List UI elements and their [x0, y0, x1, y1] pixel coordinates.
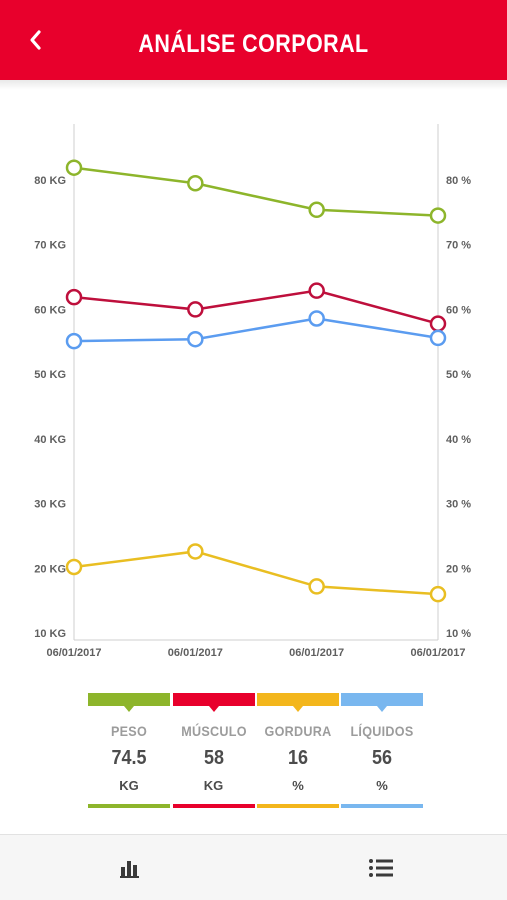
liquidos-value: 56 — [371, 747, 393, 769]
page-title: ANÁLISE CORPORAL — [138, 30, 369, 58]
bottom-nav — [0, 834, 507, 900]
y-tick-right: 70 % — [446, 240, 471, 252]
y-tick-right: 80 % — [446, 175, 471, 187]
body-analysis-chart: 10 KG 20 KG 30 KG 40 KG 50 KG 60 KG 70 KG 80 KG… — [0, 90, 507, 670]
musculo-pointer — [208, 706, 219, 712]
gordura-unit: % — [292, 778, 304, 793]
peso-unit: KG — [119, 778, 139, 793]
summary-legend: PESO 74.5 KG MÚSCULO 58 KG GORDURA 16 % … — [88, 693, 423, 808]
gordura-color-bar — [257, 693, 339, 706]
summary-gordura: GORDURA 16 % — [257, 693, 339, 808]
series-line-peso — [73, 166, 439, 217]
data-point-gordura — [65, 558, 83, 576]
y-tick-right: 50 % — [446, 369, 471, 381]
data-point-gordura — [308, 578, 325, 595]
musculo-value: 58 — [203, 747, 224, 769]
chevron-left-icon — [30, 30, 41, 50]
y-tick-left: 40 KG — [34, 434, 66, 446]
y-tick-left: 10 KG — [34, 628, 66, 640]
x-tick-label: 06/01/2017 — [46, 647, 101, 659]
gordura-value: 16 — [287, 747, 309, 769]
y-tick-right: 40 % — [446, 434, 471, 446]
line-chart: 10 KG 20 KG 30 KG 40 KG 50 KG 60 KG 70 KG 80 KG… — [34, 124, 471, 659]
liquidos-pointer — [377, 706, 387, 712]
data-point-musculo — [308, 282, 325, 299]
gordura-underline — [257, 804, 339, 808]
back-button[interactable] — [18, 22, 52, 58]
data-point-liquidos — [429, 329, 447, 347]
peso-color-bar — [88, 693, 170, 706]
x-tick-label: 06/01/2017 — [168, 647, 223, 659]
y-tick-left: 30 KG — [34, 499, 66, 511]
data-point-liquidos — [187, 330, 204, 348]
series-line-musculo — [73, 289, 439, 325]
series-line-liquidos — [73, 317, 439, 343]
data-point-peso — [187, 174, 204, 192]
data-point-peso — [308, 201, 325, 219]
summary-peso: PESO 74.5 KG — [88, 693, 170, 808]
liquidos-unit: % — [376, 778, 388, 793]
bar-chart-icon — [120, 861, 139, 878]
peso-label: PESO — [110, 723, 148, 739]
data-point-peso — [429, 207, 447, 224]
liquidos-label: LÍQUIDOS — [350, 723, 414, 739]
summary-musculo: MÚSCULO 58 KG — [172, 693, 255, 808]
data-point-gordura — [429, 585, 447, 603]
y-tick-right: 30 % — [446, 499, 471, 511]
header-shadow — [0, 80, 507, 90]
series-line-gordura — [73, 550, 439, 596]
liquidos-color-bar — [341, 693, 423, 706]
y-tick-right: 20 % — [446, 563, 471, 575]
musculo-color-bar — [172, 693, 255, 706]
x-tick-label: 06/01/2017 — [289, 647, 344, 659]
musculo-unit: KG — [203, 778, 224, 793]
peso-underline — [88, 804, 170, 808]
list-icon — [369, 859, 393, 877]
list-view-button[interactable] — [366, 855, 396, 881]
y-tick-left: 60 KG — [34, 304, 66, 316]
y-tick-left: 50 KG — [34, 369, 66, 381]
data-point-liquidos — [308, 310, 325, 327]
y-tick-right: 10 % — [446, 628, 471, 640]
data-point-musculo — [187, 301, 204, 318]
y-tick-left: 80 KG — [34, 175, 66, 187]
y-tick-left: 70 KG — [34, 240, 66, 252]
y-tick-left: 20 KG — [34, 563, 66, 575]
musculo-label: MÚSCULO — [180, 723, 247, 739]
liquidos-underline — [341, 804, 423, 808]
data-point-liquidos — [65, 332, 83, 350]
gordura-label: GORDURA — [264, 723, 332, 739]
data-point-musculo — [65, 288, 83, 306]
peso-value: 74.5 — [111, 747, 147, 769]
x-tick-label: 06/01/2017 — [410, 647, 465, 659]
summary-liquidos: LÍQUIDOS 56 % — [341, 693, 423, 808]
data-point-peso — [65, 159, 83, 176]
peso-pointer — [124, 706, 134, 712]
gordura-pointer — [293, 706, 303, 712]
data-point-musculo — [429, 315, 447, 332]
header-bar: ANÁLISE CORPORAL — [0, 0, 507, 80]
musculo-underline — [172, 804, 255, 808]
data-point-gordura — [187, 543, 204, 560]
y-tick-right: 60 % — [446, 304, 471, 316]
chart-view-button[interactable] — [115, 855, 145, 881]
